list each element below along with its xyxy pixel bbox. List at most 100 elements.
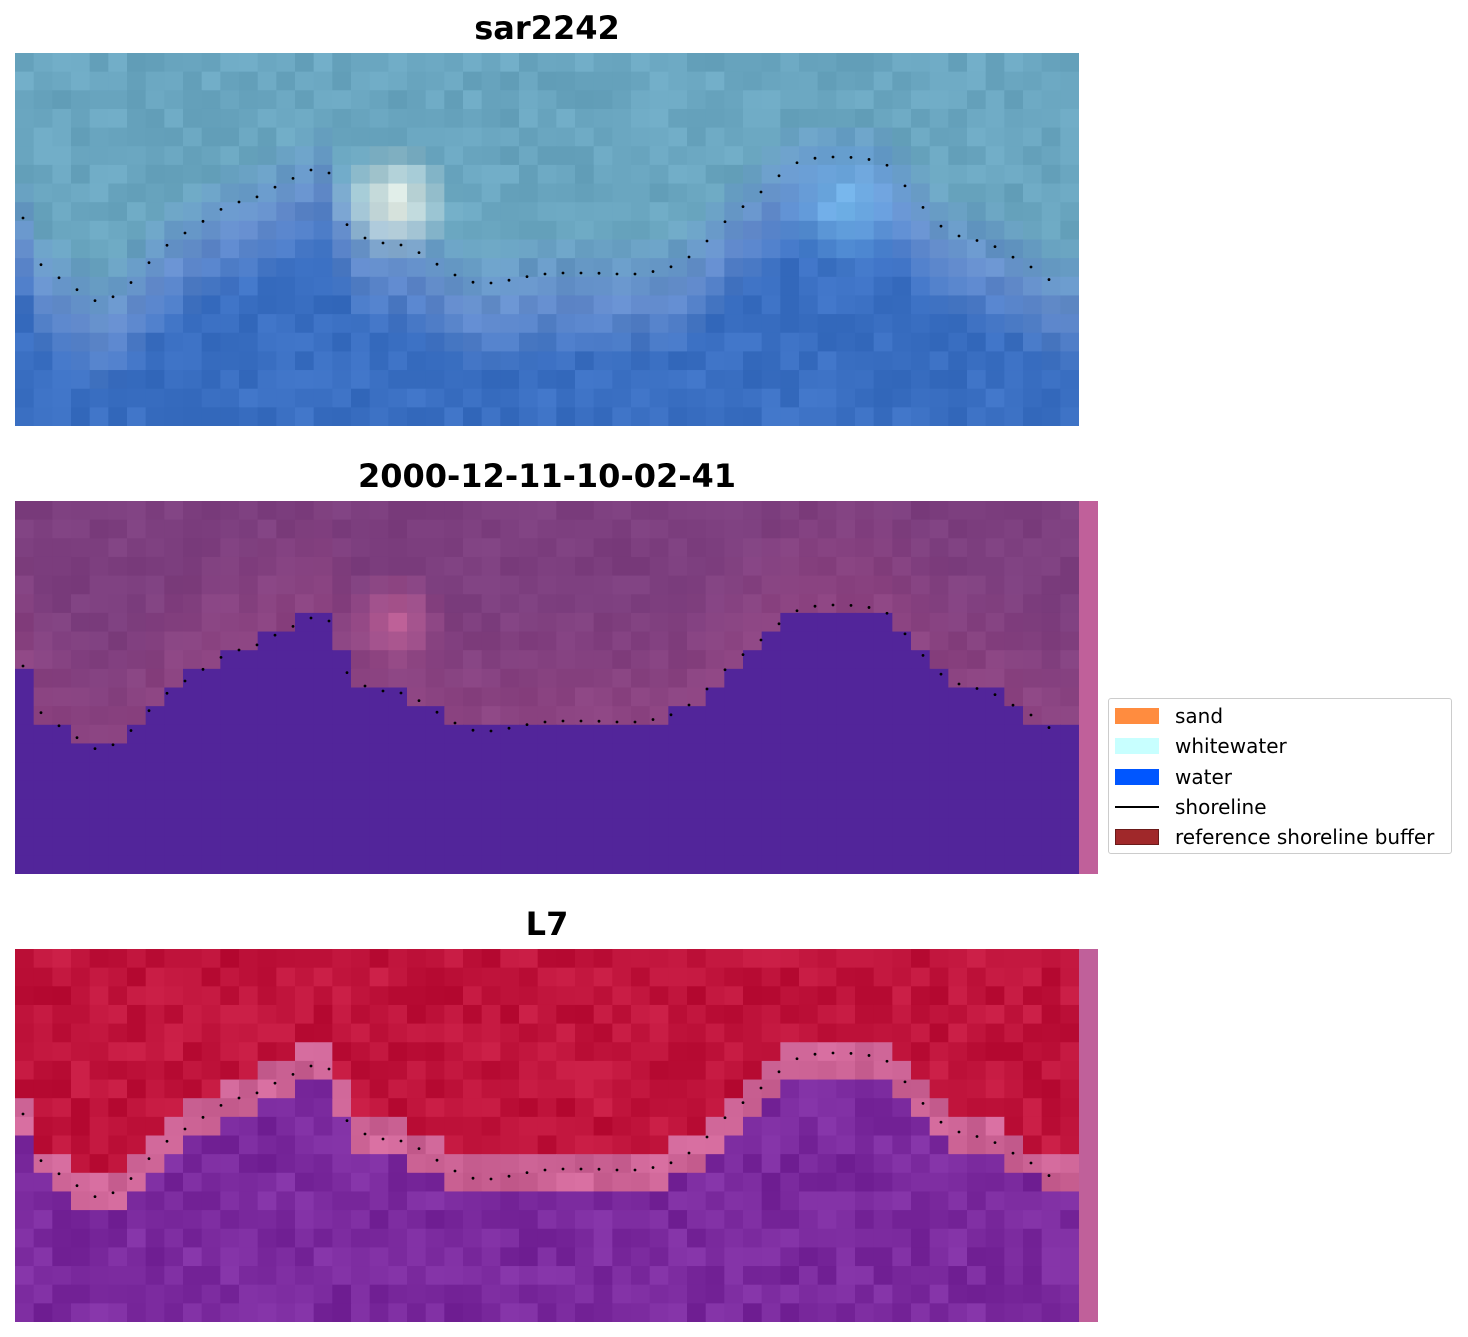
raster-cell [593,631,613,651]
raster-cell [687,668,707,689]
raster-cell [463,202,483,222]
raster-cell [89,724,109,745]
raster-cell [929,1135,949,1155]
raster-cell [519,1284,539,1304]
raster-cell [631,295,651,315]
raster-cell [407,1284,427,1304]
raster-cell [799,612,819,633]
raster-cell [1004,71,1024,91]
raster-cell [1023,1098,1043,1118]
raster-cell [575,743,595,763]
raster-cell [817,967,837,987]
shoreline-dots [21,1051,1051,1198]
raster-cell [239,370,259,390]
raster-cell [33,351,53,371]
raster-cell [761,799,781,819]
raster-cell [705,1060,725,1081]
raster-cell [743,1023,763,1043]
raster-cell [985,1266,1005,1286]
raster-cell [724,762,744,782]
raster-cell [948,556,968,577]
raster-cell [33,295,53,315]
raster-cell [593,1004,613,1025]
raster-cell [481,519,501,539]
raster-cell [239,1247,259,1267]
raster-cell [612,1060,632,1081]
shoreline-point [291,176,295,180]
raster-cell [687,258,707,278]
raster-cell [593,314,613,334]
raster-cell [463,743,483,763]
raster-cell [1004,855,1024,874]
raster-cell [985,351,1005,371]
raster-cell [780,501,800,521]
raster-cell [1041,780,1061,800]
raster-cell [817,706,837,726]
raster-cell [1023,687,1043,707]
raster-cell [500,1116,520,1137]
raster-cell [164,743,184,763]
raster-cell [145,743,165,763]
raster-cell [481,1116,501,1137]
raster-cell [967,724,987,745]
raster-cell [425,706,445,726]
raster-cell [295,314,315,334]
raster-cell [407,724,427,745]
raster-cell [873,1228,893,1248]
raster-cell [948,276,968,297]
raster-cell [612,706,632,726]
raster-cell [519,295,539,315]
raster-cell [836,949,856,969]
raster-cell [873,1060,893,1081]
raster-cell [201,1191,221,1211]
raster-cell [239,108,259,129]
raster-cell [71,706,91,726]
raster-cell [948,650,968,670]
raster-cell [1004,146,1024,166]
raster-cell [631,799,651,819]
raster-cell [463,1303,483,1322]
raster-cell [463,258,483,278]
raster-cell [332,594,352,614]
raster-cell [668,1154,688,1174]
raster-cell [425,1079,445,1099]
raster-cell [892,1004,912,1025]
raster-cell [1004,183,1024,203]
raster-cell [425,1116,445,1137]
raster-cell [911,202,931,222]
raster-cell [575,799,595,819]
raster-cell [892,1154,912,1174]
raster-cell [929,1042,949,1062]
raster-cell [500,612,520,633]
raster-cell [817,1060,837,1081]
raster-cell [967,183,987,203]
raster-cell [649,501,669,521]
raster-cell [761,687,781,707]
raster-cell [537,556,557,577]
raster-cell [911,986,931,1006]
raster-cell [687,762,707,782]
raster-cell [855,90,875,110]
raster-cell [15,743,35,763]
raster-cell [967,1098,987,1118]
raster-cell [33,332,53,352]
raster-cell [369,1154,389,1174]
raster-cell [985,1247,1005,1267]
raster-cell [724,836,744,856]
raster-cell [108,501,128,521]
raster-cell [948,575,968,595]
raster-cell [145,967,165,987]
raster-cell [481,967,501,987]
raster-cell [911,799,931,819]
raster-cell [873,90,893,110]
raster-cell [612,314,632,334]
raster-cell [575,370,595,390]
raster-cell [425,164,445,185]
raster-cell [892,836,912,856]
raster-cell [668,146,688,166]
raster-cell [836,519,856,539]
raster-cell [369,594,389,614]
raster-cell [873,202,893,222]
raster-cell [89,370,109,390]
raster-cell [220,407,240,426]
